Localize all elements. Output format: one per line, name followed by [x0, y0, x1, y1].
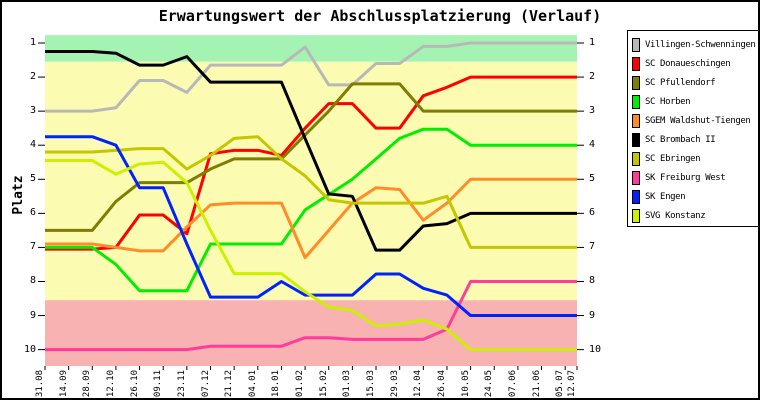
- x-tick-label: 15.03: [366, 370, 377, 398]
- legend-row: SK Freiburg West: [632, 168, 755, 187]
- legend-swatch-icon: [632, 208, 640, 223]
- legend-label: SC Brombach II: [645, 134, 716, 145]
- series-sc-horben: [45, 127, 577, 293]
- y-tick-label: 3: [29, 105, 36, 117]
- x-tick-label: 12.04: [413, 370, 424, 398]
- series-sk-engen: [45, 135, 577, 318]
- y-tick-label: 2: [589, 71, 596, 83]
- y-tick-label: 6: [29, 207, 36, 219]
- legend-label: SC Ebringen: [645, 153, 701, 164]
- x-tick-label: 24.05: [484, 370, 495, 398]
- legend-swatch-icon: [632, 170, 640, 185]
- x-tick-label: 14.09: [58, 370, 69, 398]
- legend-row: SC Ebringen: [632, 149, 755, 168]
- legend-swatch-icon: [632, 132, 640, 147]
- legend-label: SC Donaueschingen: [645, 58, 731, 69]
- x-tick-label: 05.07: [555, 370, 566, 398]
- legend-swatch-icon: [632, 151, 640, 166]
- chart-title: Erwartungswert der Abschlussplatzierung …: [158, 7, 602, 25]
- y-tick-label: 1: [589, 37, 596, 48]
- x-tick-label: 07.06: [507, 370, 518, 398]
- legend-swatch-icon: [632, 37, 640, 52]
- y-tick-label: 7: [29, 241, 36, 253]
- x-tick-label: 04.01: [247, 370, 258, 398]
- x-tick-label: 29.03: [389, 370, 400, 398]
- series-sc-pfullendorf: [45, 82, 577, 232]
- series-sc-donaueschingen: [45, 75, 577, 251]
- legend-row: SK Engen: [632, 187, 755, 206]
- legend-label: SC Pfullendorf: [645, 77, 716, 88]
- y-tick-label: 5: [29, 173, 36, 185]
- y-tick-label: 5: [589, 173, 596, 185]
- y-tick-label: 8: [589, 275, 596, 287]
- y-tick-label: 9: [29, 309, 36, 321]
- legend-row: SC Donaueschingen: [632, 54, 755, 73]
- legend: Villingen-Schwenningen SC Donaueschingen S…: [627, 30, 758, 227]
- y-tick-label: 2: [29, 71, 36, 83]
- legend-swatch-icon: [632, 113, 640, 128]
- legend-row: Villingen-Schwenningen: [632, 35, 756, 54]
- legend-label: SK Engen: [645, 191, 686, 202]
- relegation-zone: [45, 300, 577, 366]
- legend-label: Villingen-Schwenningen: [645, 39, 756, 50]
- x-tick-label: 10.05: [460, 370, 471, 398]
- y-tick-label: 4: [29, 139, 36, 151]
- series-sc-ebringen: [45, 135, 577, 249]
- x-tick-label: 21.06: [531, 370, 542, 398]
- x-tick-label: 15.02: [318, 370, 329, 398]
- legend-label: SK Freiburg West: [645, 172, 726, 183]
- y-tick-label: 3: [589, 105, 596, 117]
- legend-label: SGEM Waldshut-Tiengen: [645, 115, 751, 126]
- series-villingen-schwenningen: [45, 41, 577, 113]
- series-sc-brombach-ii: [45, 50, 577, 252]
- x-tick-label: 01.02: [295, 370, 306, 398]
- y-tick-label: 6: [589, 207, 596, 219]
- x-tick-label: 31.08: [35, 370, 45, 398]
- y-tick-label: 4: [589, 139, 596, 151]
- legend-row: SC Brombach II: [632, 130, 755, 149]
- legend-row: SGEM Waldshut-Tiengen: [632, 111, 755, 130]
- x-tick-label: 18.01: [271, 370, 282, 398]
- x-tick-label: 28.09: [82, 370, 93, 398]
- y-tick-label: 7: [589, 241, 596, 253]
- legend-swatch-icon: [632, 56, 640, 71]
- x-tick-label: 12.10: [105, 370, 116, 398]
- y-tick-label: 1: [29, 37, 36, 48]
- x-tick-label: 01.03: [342, 370, 353, 398]
- legend-swatch-icon: [632, 75, 640, 90]
- x-tick-label: 26.10: [129, 370, 140, 398]
- x-tick-label: 07.12: [200, 370, 211, 398]
- series-svg-konstanz: [45, 159, 577, 352]
- legend-label: SVG Konstanz: [645, 210, 706, 221]
- series-sgem-waldshut-tiengen: [45, 177, 577, 260]
- legend-row: SC Horben: [632, 92, 755, 111]
- y-tick-label: 10: [589, 343, 602, 355]
- legend-row: SC Pfullendorf: [632, 73, 755, 92]
- series-sk-freiburg-west: [45, 279, 577, 352]
- y-tick-label: 9: [589, 309, 596, 321]
- y-tick-label: 8: [29, 275, 36, 287]
- x-tick-label: 21.12: [224, 370, 235, 398]
- legend-row: SVG Konstanz: [632, 206, 755, 225]
- legend-swatch-icon: [632, 189, 640, 204]
- x-tick-label: 26.04: [436, 370, 447, 398]
- x-tick-label: 23.11: [176, 370, 187, 398]
- legend-label: SC Horben: [645, 96, 691, 107]
- y-tick-label: 10: [23, 343, 36, 355]
- legend-swatch-icon: [632, 94, 640, 109]
- x-tick-label: 09.11: [153, 370, 164, 398]
- x-tick-label: 12.07: [567, 370, 577, 398]
